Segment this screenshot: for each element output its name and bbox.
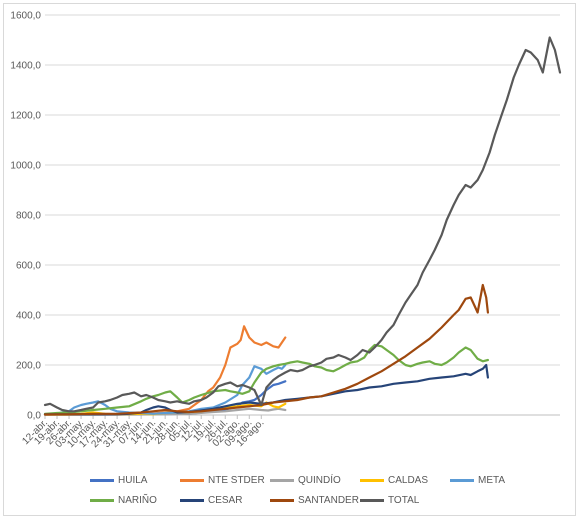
legend-item: SANTANDER [270,495,360,506]
legend-swatch [360,498,384,502]
legend-label: SANTANDER [298,494,359,506]
legend-label: TOTAL [388,494,420,506]
chart-frame: 0,0 200,0 400,0 600,0 800,0 1000,0 1200,0 1400,… [3,3,576,516]
y-tick-label: 1200,0 [10,111,41,122]
legend-item: META [450,475,540,486]
x-axis: 12-abr.19-abr.26-abr.03-may.10-may.17-ma… [20,415,266,450]
legend-label: HUILA [118,474,148,486]
legend-row: NARIÑO CESAR SANTANDER TOTAL [90,490,560,510]
legend-item: TOTAL [360,495,450,506]
y-tick-label: 0,0 [27,411,41,422]
legend-item: QUINDÍO [270,475,360,486]
series-lines [43,36,562,416]
legend-swatch [270,498,294,502]
series-line-meta [43,363,287,416]
series-line-total [43,36,562,413]
legend-swatch [180,498,204,502]
legend-swatch [90,498,114,502]
legend-label: NTE STDER [208,474,265,486]
legend: HUILA NTE STDER QUINDÍO CALDAS META NARIÑO CES… [90,470,560,510]
legend-item: CESAR [180,495,270,506]
legend-item: NTE STDER [180,475,270,486]
legend-swatch [180,478,204,482]
legend-label: CESAR [208,494,243,506]
series-line-nariño [43,343,489,415]
y-tick-label: 1000,0 [10,161,41,172]
y-tick-label: 600,0 [16,261,41,272]
legend-item: CALDAS [360,475,450,486]
legend-label: META [478,474,506,486]
legend-swatch [90,478,114,482]
y-tick-label: 400,0 [16,311,41,322]
legend-item: HUILA [90,475,180,486]
series-line-santander [43,283,489,416]
y-axis: 0,0 200,0 400,0 600,0 800,0 1000,0 1200,0 1400,… [10,11,41,422]
legend-swatch [360,478,384,482]
y-tick-label: 1600,0 [10,11,41,22]
line-chart: 0,0 200,0 400,0 600,0 800,0 1000,0 1200,0 1400,… [10,11,562,450]
y-tick-label: 200,0 [16,361,41,372]
legend-swatch [270,478,294,482]
legend-label: NARIÑO [118,494,157,506]
y-tick-label: 800,0 [16,211,41,222]
y-tick-label: 1400,0 [10,61,41,72]
legend-item: NARIÑO [90,495,180,506]
legend-swatch [450,478,474,482]
legend-label: CALDAS [388,474,429,486]
legend-row: HUILA NTE STDER QUINDÍO CALDAS META [90,470,560,490]
gridlines [45,14,560,416]
legend-label: QUINDÍO [298,474,341,486]
